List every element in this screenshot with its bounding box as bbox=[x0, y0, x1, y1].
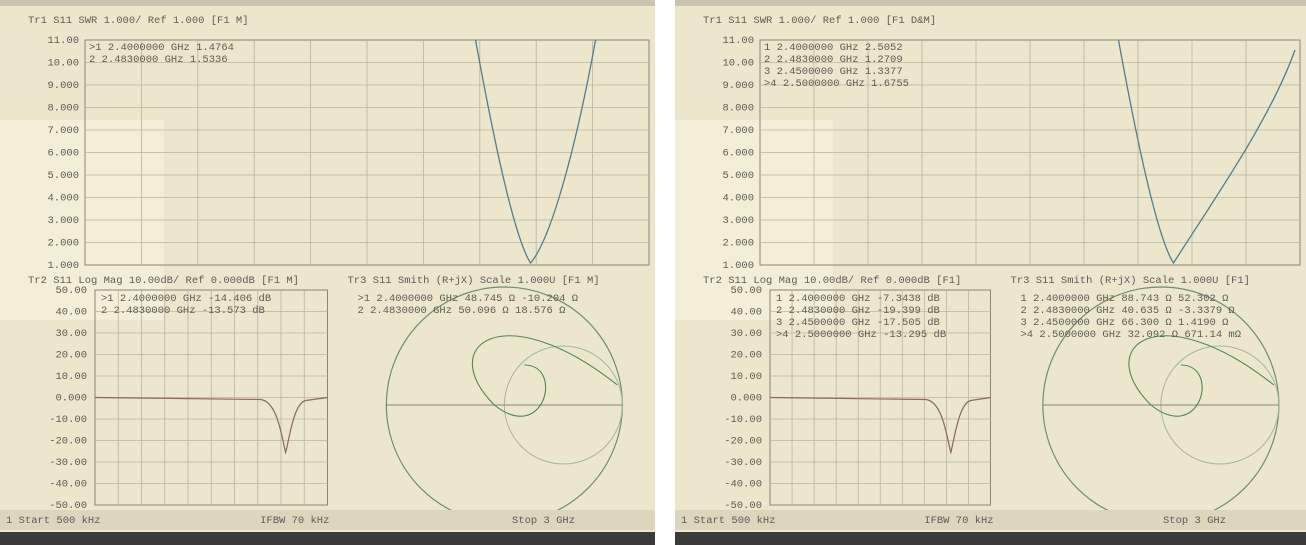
trace-header: Tr3 S11 Smith (R+jX) Scale 1.000U [F1 M] bbox=[348, 275, 600, 287]
y-tick-label: 1.000 bbox=[47, 260, 79, 272]
footer-ifbw: IFBW 70 kHz bbox=[260, 515, 329, 527]
y-tick-label: 40.00 bbox=[55, 306, 87, 318]
y-tick-label: -20.00 bbox=[49, 435, 87, 447]
bezel-top bbox=[0, 0, 655, 6]
y-tick-label: 11.00 bbox=[47, 35, 79, 47]
analyzer-screen: Tr1 S11 SWR 1.000/ Ref 1.000 [F1 M] 11.00… bbox=[0, 0, 655, 545]
bezel-top bbox=[675, 0, 1306, 6]
y-tick-label: 10.00 bbox=[55, 371, 87, 383]
marker-readout: 3 2.4500000 GHz -17.505 dB bbox=[776, 317, 940, 329]
footer-start: 1 Start 500 kHz bbox=[681, 515, 776, 527]
y-tick-label: -20.00 bbox=[724, 435, 762, 447]
y-tick-label: 0.000 bbox=[730, 392, 762, 404]
footer-stop: Stop 3 GHz bbox=[512, 515, 575, 527]
y-tick-label: 2.000 bbox=[722, 237, 754, 249]
y-tick-label: 2.000 bbox=[47, 237, 79, 249]
marker-readout: >1 2.4000000 GHz 48.745 Ω -10.204 Ω bbox=[358, 293, 579, 305]
analyzer-screen: Tr1 S11 SWR 1.000/ Ref 1.000 [F1 D&M] 11.… bbox=[675, 0, 1306, 545]
y-tick-label: -10.00 bbox=[724, 414, 762, 426]
y-tick-label: 3.000 bbox=[47, 215, 79, 227]
marker-readout: 1 2.4000000 GHz 88.743 Ω 52.302 Ω bbox=[1021, 293, 1229, 305]
marker-readout: 1 2.4000000 GHz 2.5052 bbox=[764, 42, 903, 54]
trace-header: Tr3 S11 Smith (R+jX) Scale 1.000U [F1] bbox=[1011, 275, 1250, 287]
footer-start: 1 Start 500 kHz bbox=[6, 515, 101, 527]
y-tick-label: 11.00 bbox=[722, 35, 754, 47]
trace-header: Tr1 S11 SWR 1.000/ Ref 1.000 [F1 M] bbox=[28, 15, 249, 27]
y-tick-label: 10.00 bbox=[730, 371, 762, 383]
y-tick-label: 4.000 bbox=[47, 192, 79, 204]
y-tick-label: 6.000 bbox=[47, 147, 79, 159]
y-tick-label: 7.000 bbox=[722, 125, 754, 137]
marker-readout: 2 2.4830000 GHz -13.573 dB bbox=[101, 305, 265, 317]
marker-readout: 2 2.4830000 GHz 1.2709 bbox=[764, 54, 903, 66]
footer-stop: Stop 3 GHz bbox=[1163, 515, 1226, 527]
marker-readout: 3 2.4500000 GHz 66.300 Ω 1.4190 Ω bbox=[1021, 317, 1229, 329]
marker-readout: 2 2.4830000 GHz 1.5336 bbox=[89, 54, 228, 66]
y-tick-label: 40.00 bbox=[730, 306, 762, 318]
marker-readout: 2 2.4830000 GHz 50.096 Ω 18.576 Ω bbox=[358, 305, 566, 317]
marker-readout: 2 2.4830000 GHz -19.399 dB bbox=[776, 305, 940, 317]
marker-readout: >1 2.4000000 GHz -14.406 dB bbox=[101, 293, 271, 305]
y-tick-label: -10.00 bbox=[49, 414, 87, 426]
marker-readout: >1 2.4000000 GHz 1.4764 bbox=[89, 42, 234, 54]
y-tick-label: -50.00 bbox=[49, 500, 87, 512]
y-tick-label: -30.00 bbox=[724, 457, 762, 469]
marker-readout: >4 2.5000000 GHz 32.092 Ω 671.14 mΩ bbox=[1021, 329, 1242, 341]
y-tick-label: 8.000 bbox=[722, 102, 754, 114]
y-tick-label: 0.000 bbox=[55, 392, 87, 404]
y-tick-label: -40.00 bbox=[724, 478, 762, 490]
y-tick-label: 30.00 bbox=[55, 328, 87, 340]
trace-header: Tr1 S11 SWR 1.000/ Ref 1.000 [F1 D&M] bbox=[703, 15, 936, 27]
y-tick-label: 9.000 bbox=[722, 80, 754, 92]
y-tick-label: 4.000 bbox=[722, 192, 754, 204]
y-tick-label: 6.000 bbox=[722, 147, 754, 159]
y-tick-label: 5.000 bbox=[47, 170, 79, 182]
y-tick-label: 7.000 bbox=[47, 125, 79, 137]
marker-readout: 2 2.4830000 GHz 40.635 Ω -3.3379 Ω bbox=[1021, 305, 1235, 317]
marker-readout: >4 2.5000000 GHz -13.295 dB bbox=[776, 329, 946, 341]
y-tick-label: 3.000 bbox=[722, 215, 754, 227]
y-tick-label: 5.000 bbox=[722, 170, 754, 182]
y-tick-label: 9.000 bbox=[47, 80, 79, 92]
y-tick-label: 50.00 bbox=[730, 285, 762, 297]
bezel-bottom bbox=[0, 532, 655, 545]
marker-readout: 1 2.4000000 GHz -7.3438 dB bbox=[776, 293, 940, 305]
y-tick-label: 30.00 bbox=[730, 328, 762, 340]
y-tick-label: 1.000 bbox=[722, 260, 754, 272]
y-tick-label: 8.000 bbox=[47, 102, 79, 114]
y-tick-label: 10.00 bbox=[722, 57, 754, 69]
y-tick-label: -50.00 bbox=[724, 500, 762, 512]
y-tick-label: 10.00 bbox=[47, 57, 79, 69]
photo: Tr1 S11 SWR 1.000/ Ref 1.000 [F1 M] 11.00… bbox=[0, 0, 1306, 545]
y-tick-label: -30.00 bbox=[49, 457, 87, 469]
y-tick-label: 50.00 bbox=[55, 285, 87, 297]
y-tick-label: -40.00 bbox=[49, 478, 87, 490]
y-tick-label: 20.00 bbox=[55, 349, 87, 361]
y-tick-label: 20.00 bbox=[730, 349, 762, 361]
footer-ifbw: IFBW 70 kHz bbox=[924, 515, 993, 527]
marker-readout: >4 2.5000000 GHz 1.6755 bbox=[764, 78, 909, 90]
marker-readout: 3 2.4500000 GHz 1.3377 bbox=[764, 66, 903, 78]
bezel-bottom bbox=[675, 532, 1306, 545]
